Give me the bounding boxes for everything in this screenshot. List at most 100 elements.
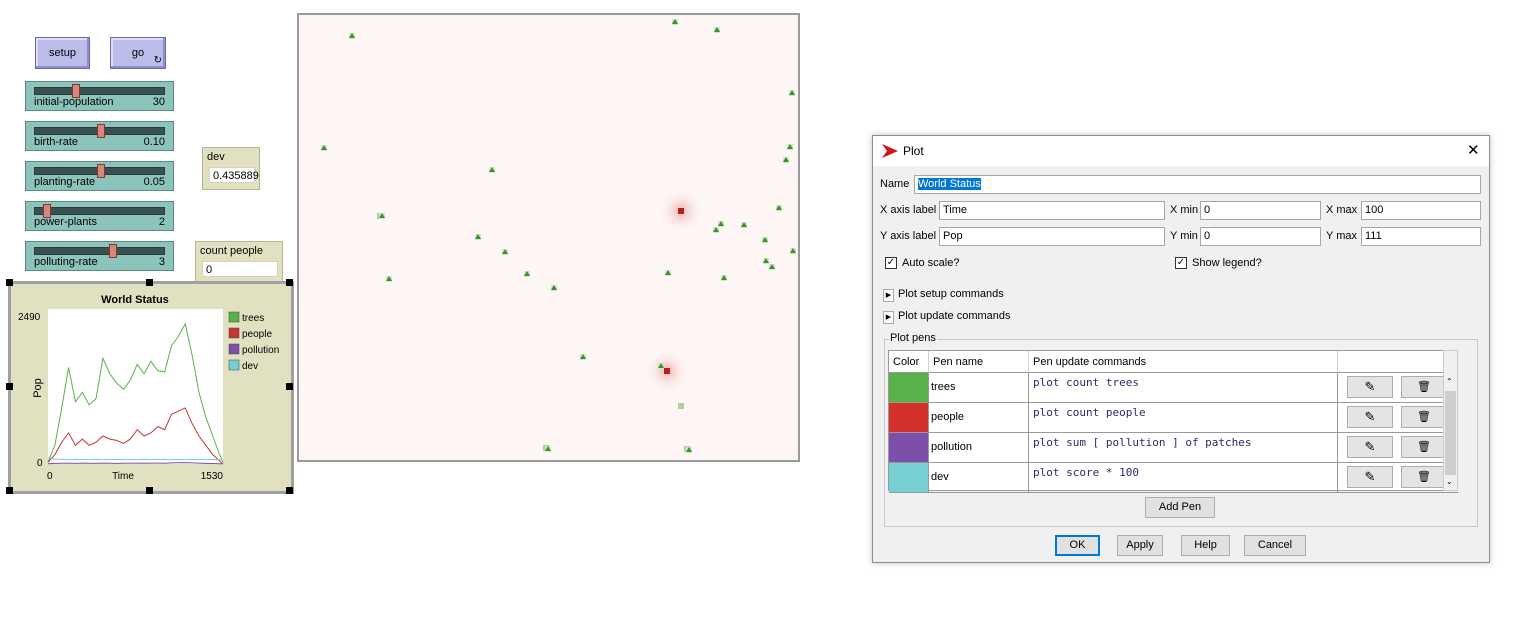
- tree-icon: [763, 258, 769, 263]
- resize-handle[interactable]: [6, 487, 13, 494]
- pen-color-swatch[interactable]: [889, 403, 929, 432]
- netlogo-logo-icon: [882, 144, 898, 158]
- tree-icon: [783, 157, 789, 162]
- show-legend-checkbox[interactable]: ✓: [1175, 257, 1187, 269]
- tree-icon: [762, 237, 768, 242]
- tree-icon: [489, 167, 495, 172]
- slider-value: 30: [152, 96, 165, 108]
- go-button[interactable]: go ↻: [110, 37, 166, 69]
- plot-pens-group: [884, 339, 1478, 527]
- dialog-titlebar[interactable]: Plot ✕: [873, 136, 1489, 166]
- edit-pen-pencil-icon[interactable]: ✎: [1347, 466, 1393, 488]
- slider-polluting-rate[interactable]: polluting-rate 3: [25, 241, 174, 271]
- delete-pen-trash-icon[interactable]: 🗑: [1401, 466, 1447, 488]
- column-header-actions: [1338, 351, 1458, 373]
- y-min-field[interactable]: 0: [1200, 227, 1321, 246]
- power-plant-icon: [664, 368, 670, 374]
- tree-icon: [714, 27, 720, 32]
- close-icon[interactable]: ✕: [1467, 142, 1480, 159]
- resize-handle[interactable]: [146, 487, 153, 494]
- resize-handle[interactable]: [286, 383, 293, 390]
- legend-swatch-dev: [228, 359, 240, 371]
- pen-color-swatch[interactable]: [889, 433, 929, 462]
- cancel-button[interactable]: Cancel: [1244, 535, 1306, 556]
- x-max-field[interactable]: 100: [1361, 201, 1481, 220]
- tree-icon: [379, 213, 385, 218]
- slider-thumb[interactable]: [96, 164, 105, 178]
- slider-birth-rate[interactable]: birth-rate 0.10: [25, 121, 174, 151]
- slider-initial-population[interactable]: initial-population 30: [25, 81, 174, 111]
- world-status-plot[interactable]: World Status 2490 0 0 1530 Time Pop tree…: [8, 281, 294, 494]
- slider-track[interactable]: [34, 247, 165, 255]
- pen-update-code: plot count trees: [1033, 376, 1139, 389]
- pen-row[interactable]: people plot count people ✎ 🗑: [889, 403, 1458, 433]
- tree-icon: [672, 19, 678, 24]
- add-pen-button[interactable]: Add Pen: [1145, 497, 1215, 518]
- y-axis-label-field[interactable]: Pop: [939, 227, 1165, 246]
- edit-pen-pencil-icon[interactable]: ✎: [1347, 436, 1393, 458]
- resize-handle[interactable]: [6, 279, 13, 286]
- scroll-down-icon[interactable]: ⌄: [1446, 477, 1453, 486]
- pen-row[interactable]: trees plot count trees ✎ 🗑: [889, 373, 1458, 403]
- slider-power-plants[interactable]: power-plants 2: [25, 201, 174, 231]
- pen-table-scrollbar[interactable]: ⌃ ⌄: [1443, 350, 1458, 491]
- tree-icon: [787, 144, 793, 149]
- pen-color-swatch[interactable]: [889, 373, 929, 402]
- pen-row[interactable]: dev plot score * 100 ✎ 🗑: [889, 463, 1458, 493]
- update-commands-expander-icon[interactable]: ▶: [883, 311, 894, 324]
- plot-canvas: World Status 2490 0 0 1530 Time Pop tree…: [18, 294, 279, 482]
- slider-track[interactable]: [34, 87, 165, 95]
- pen-update-cell[interactable]: plot sum [ pollution ] of patches: [1029, 433, 1338, 462]
- tree-icon: [386, 276, 392, 281]
- pen-name-cell[interactable]: trees: [929, 373, 1029, 402]
- scroll-thumb[interactable]: [1445, 391, 1456, 475]
- pen-name-cell[interactable]: people: [929, 403, 1029, 432]
- setup-commands-expander-icon[interactable]: ▶: [883, 289, 894, 302]
- update-commands-label[interactable]: Plot update commands: [898, 310, 1011, 322]
- auto-scale-checkbox[interactable]: ✓: [885, 257, 897, 269]
- slider-planting-rate[interactable]: planting-rate 0.05: [25, 161, 174, 191]
- slider-label: initial-population: [34, 96, 114, 108]
- slider-thumb[interactable]: [96, 124, 105, 138]
- resize-handle[interactable]: [286, 279, 293, 286]
- slider-thumb[interactable]: [71, 84, 80, 98]
- pen-update-cell[interactable]: plot count trees: [1029, 373, 1338, 402]
- tree-icon: [665, 270, 671, 275]
- resize-handle[interactable]: [6, 383, 13, 390]
- pen-name-cell[interactable]: dev: [929, 463, 1029, 492]
- legend-swatch-pollution: [228, 343, 240, 355]
- edit-pen-pencil-icon[interactable]: ✎: [1347, 376, 1393, 398]
- resize-handle[interactable]: [146, 279, 153, 286]
- slider-thumb[interactable]: [42, 204, 51, 218]
- go-button-label: go: [131, 47, 145, 59]
- world-view[interactable]: [297, 13, 800, 462]
- x-axis-label-field[interactable]: Time: [939, 201, 1165, 220]
- x-min-field[interactable]: 0: [1200, 201, 1321, 220]
- pen-color-swatch[interactable]: [889, 463, 929, 492]
- pen-name-cell[interactable]: pollution: [929, 433, 1029, 462]
- tree-icon: [551, 285, 557, 290]
- name-field[interactable]: World Status: [914, 175, 1481, 194]
- pen-row[interactable]: pollution plot sum [ pollution ] of patch…: [889, 433, 1458, 463]
- help-button[interactable]: Help: [1181, 535, 1230, 556]
- slider-label: polluting-rate: [34, 256, 98, 268]
- ok-button[interactable]: OK: [1055, 535, 1100, 556]
- delete-pen-trash-icon[interactable]: 🗑: [1401, 376, 1447, 398]
- setup-commands-label[interactable]: Plot setup commands: [898, 288, 1004, 300]
- pen-update-cell[interactable]: plot score * 100: [1029, 463, 1338, 492]
- slider-thumb[interactable]: [109, 244, 117, 258]
- setup-button[interactable]: setup: [35, 37, 90, 69]
- legend-label-dev: dev: [242, 361, 258, 372]
- legend-label-people: people: [242, 329, 272, 340]
- pen-name: dev: [931, 471, 949, 483]
- legend-label-trees: trees: [242, 313, 264, 324]
- y-max-field[interactable]: 111: [1361, 227, 1481, 246]
- edit-pen-pencil-icon[interactable]: ✎: [1347, 406, 1393, 428]
- slider-track[interactable]: [34, 207, 165, 215]
- pen-update-cell[interactable]: plot count people: [1029, 403, 1338, 432]
- scroll-up-icon[interactable]: ⌃: [1446, 377, 1453, 386]
- delete-pen-trash-icon[interactable]: 🗑: [1401, 406, 1447, 428]
- apply-button[interactable]: Apply: [1117, 535, 1163, 556]
- delete-pen-trash-icon[interactable]: 🗑: [1401, 436, 1447, 458]
- resize-handle[interactable]: [286, 487, 293, 494]
